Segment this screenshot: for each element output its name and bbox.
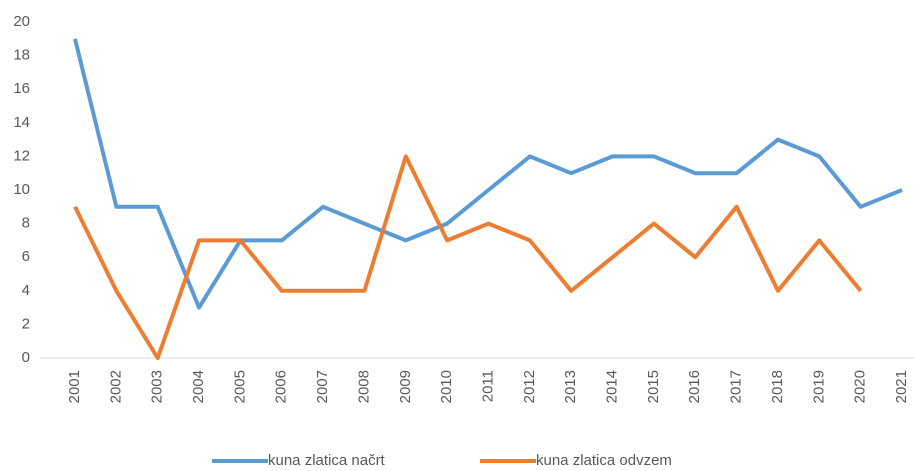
x-tick-label: 2015 (645, 370, 662, 403)
y-tick-label: 10 (13, 181, 30, 198)
x-tick-label: 2007 (314, 370, 331, 403)
y-tick-label: 0 (22, 349, 30, 366)
x-tick-label: 2005 (231, 370, 248, 403)
x-tick-label: 2014 (604, 370, 621, 403)
y-tick-label: 6 (22, 248, 30, 265)
x-tick-label: 2017 (728, 370, 745, 403)
x-tick-label: 2016 (686, 370, 703, 403)
x-tick-label: 2002 (107, 370, 124, 403)
series-line (73, 154, 863, 360)
x-tick-label: 2020 (852, 370, 869, 403)
legend-label: kuna zlatica načrt (268, 452, 386, 469)
x-tick-label: 2003 (149, 370, 166, 403)
y-tick-label: 8 (22, 215, 30, 232)
y-tick-label: 16 (13, 80, 30, 97)
x-tick-label: 2018 (769, 370, 786, 403)
y-tick-label: 4 (22, 282, 30, 299)
y-tick-label: 20 (13, 13, 30, 30)
x-tick-label: 2021 (893, 370, 910, 403)
x-tick-label: 2006 (273, 370, 290, 403)
y-tick-label: 18 (13, 47, 30, 64)
x-tick-label: 2012 (521, 370, 538, 403)
x-tick-label: 2008 (355, 370, 372, 403)
x-tick-label: 2004 (190, 370, 207, 403)
y-tick-label: 14 (13, 114, 30, 131)
series-line (73, 38, 903, 310)
x-tick-label: 2013 (562, 370, 579, 403)
y-tick-label: 12 (13, 147, 30, 164)
y-tick-label: 2 (22, 315, 30, 332)
x-tick-label: 2009 (397, 370, 414, 403)
legend-label: kuna zlatica odvzem (536, 452, 672, 469)
x-tick-label: 2019 (810, 370, 827, 403)
x-tick-label: 2010 (438, 370, 455, 403)
x-tick-label: 2001 (66, 370, 83, 403)
x-tick-label: 2011 (479, 370, 496, 402)
